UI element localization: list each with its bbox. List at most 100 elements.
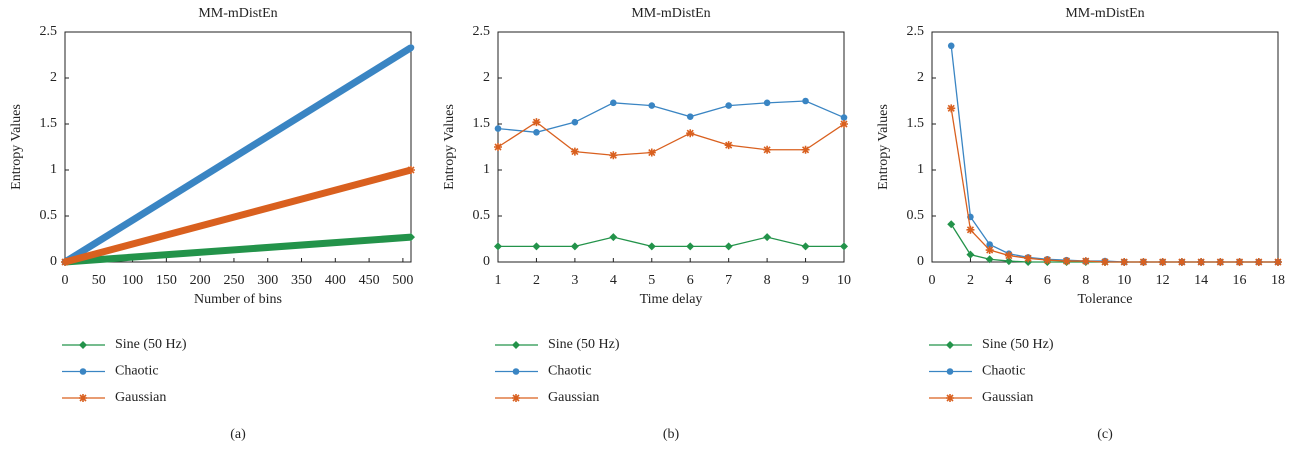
data-point [1158,258,1167,266]
data-point [1254,258,1263,266]
caption: (b) [663,427,680,442]
data-point [1139,258,1148,266]
x-axis-label: Time delay [640,292,703,307]
data-point [840,114,848,121]
chart-title: MM-mDistEn [631,6,710,21]
legend-label: Sine (50 Hz) [115,337,187,352]
caption: (a) [230,427,246,442]
series-line [498,236,844,248]
data-point [1043,256,1052,265]
data-point [1120,258,1129,266]
data-point [1177,258,1186,266]
x-tick-label: 7 [725,273,732,288]
x-tick-label: 10 [837,273,851,288]
data-point [1235,258,1244,266]
legend-label: Gaussian [982,390,1033,405]
data-point [763,145,772,154]
y-tick-label: 1.5 [40,116,58,131]
y-tick-label: 2 [483,70,490,85]
legend-marker [79,341,87,349]
y-tick-label: 0.5 [473,208,491,223]
x-tick-label: 4 [610,273,617,288]
y-tick-label: 1.5 [907,116,925,131]
y-tick-label: 0.5 [907,208,925,223]
chart-title: MM-mDistEn [1065,6,1144,21]
data-point [407,166,415,174]
x-tick-label: 50 [92,273,106,288]
legend-label: Chaotic [548,364,592,379]
y-axis-label: Entropy Values [9,104,24,190]
data-point [1216,258,1225,266]
data-point [571,118,579,126]
data-point [801,145,810,154]
x-tick-label: 8 [1082,273,1089,288]
caption: (c) [1097,427,1113,442]
x-tick-label: 1 [495,273,502,288]
y-tick-label: 0.5 [40,208,58,223]
data-point [407,233,415,242]
data-point [1004,257,1013,266]
y-tick-label: 2 [917,70,924,85]
plot-frame [64,31,412,263]
data-point [61,258,69,266]
data-point [494,242,502,251]
legend-marker [79,368,87,375]
legend-label: Chaotic [982,364,1026,379]
x-tick-label: 0 [929,273,936,288]
x-tick-label: 4 [1005,273,1012,288]
data-point [570,242,579,251]
legend-marker [946,394,954,402]
data-point [966,225,975,234]
x-tick-label: 6 [687,273,694,288]
y-tick-label: 2.5 [907,24,925,39]
x-tick-label: 5 [648,273,655,288]
series-line [950,45,1278,263]
data-point [947,42,955,50]
series-line [63,44,413,265]
x-tick-label: 12 [1156,273,1170,288]
data-point [840,120,848,128]
x-axis-label: Number of bins [194,292,282,307]
data-point [724,141,733,150]
data-point [610,99,617,107]
data-point [986,241,993,248]
legend-marker [512,341,520,349]
x-tick-label: 2 [533,273,540,288]
data-point [1024,254,1033,263]
y-tick-label: 0 [917,254,924,269]
data-point [407,44,415,51]
x-tick-label: 6 [1044,273,1051,288]
data-point [985,246,994,255]
chart-title: MM-mDistEn [198,6,277,21]
x-tick-label: 350 [291,273,312,288]
data-point [532,242,541,251]
legend-marker [946,368,954,375]
data-point [494,125,502,132]
legend-marker [79,394,87,402]
y-tick-label: 1 [483,162,490,177]
x-tick-label: 18 [1271,273,1285,288]
data-point [494,143,502,151]
data-point [985,255,994,264]
data-point [532,118,541,127]
y-tick-label: 0 [50,254,57,269]
x-tick-label: 2 [967,273,974,288]
plot-frame [931,31,1279,263]
x-tick-label: 100 [122,273,143,288]
y-tick-label: 2.5 [473,24,491,39]
x-tick-label: 3 [571,273,578,288]
x-tick-label: 250 [223,273,244,288]
data-point [686,129,695,138]
data-point [570,147,579,156]
data-point [725,102,732,109]
y-tick-label: 2.5 [40,24,58,39]
data-point [947,220,956,229]
data-point [609,233,618,242]
data-point [609,151,618,160]
y-tick-label: 1.5 [473,116,491,131]
legend-marker [512,394,520,402]
series-line [64,166,412,266]
y-tick-label: 1 [917,162,924,177]
data-point [763,233,772,242]
